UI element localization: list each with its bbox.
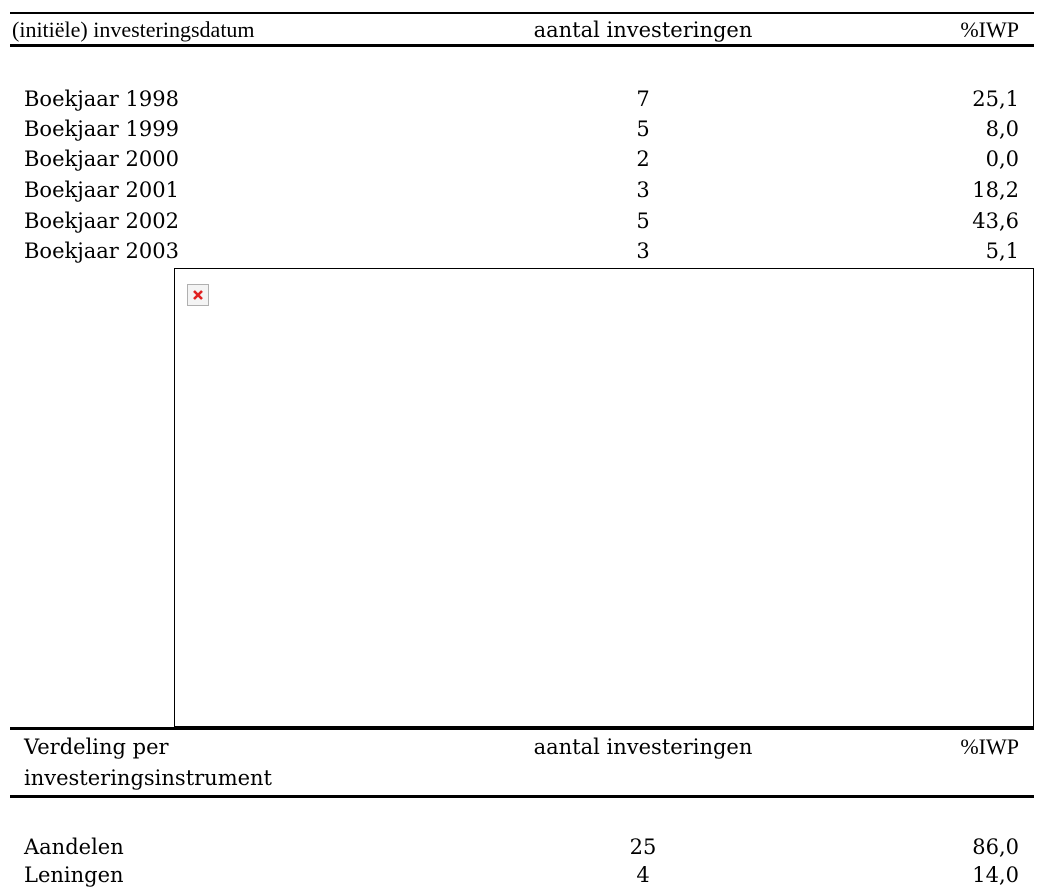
header-iwp-percent: %IWP: [960, 734, 1019, 759]
row-count: 3: [636, 178, 650, 202]
row-count: 7: [636, 87, 650, 111]
row-label: Boekjaar 1998: [24, 87, 179, 111]
row-percent: 25,1: [972, 87, 1019, 111]
table-top-rule: [10, 12, 1034, 14]
table-top-rule: [10, 727, 1034, 730]
header-distribution-line1: Verdeling per: [24, 735, 169, 759]
header-investment-date: (initiële) investeringsdatum: [12, 17, 255, 42]
header-investment-count: aantal investeringen: [533, 735, 753, 759]
row-count: 4: [636, 863, 650, 887]
row-count: 2: [636, 147, 650, 171]
row-label: Boekjaar 2000: [24, 147, 179, 171]
row-percent: 8,0: [985, 117, 1019, 141]
row-percent: 5,1: [985, 239, 1019, 263]
header-investment-count: aantal investeringen: [533, 18, 753, 42]
row-count: 3: [636, 239, 650, 263]
row-percent: 0,0: [985, 147, 1019, 171]
missing-chart-image: [174, 268, 1034, 727]
row-percent: 14,0: [972, 863, 1019, 887]
header-distribution-line2: investeringsinstrument: [24, 766, 273, 790]
row-count: 5: [636, 209, 650, 233]
broken-image-icon: [187, 284, 209, 306]
row-label: Boekjaar 1999: [24, 117, 179, 141]
row-percent: 43,6: [972, 209, 1019, 233]
row-label: Boekjaar 2003: [24, 239, 179, 263]
row-label: Boekjaar 2001: [24, 178, 179, 202]
row-count: 25: [629, 835, 657, 859]
header-iwp-percent: %IWP: [960, 17, 1019, 42]
row-percent: 86,0: [972, 835, 1019, 859]
row-label: Boekjaar 2002: [24, 209, 179, 233]
row-label: Aandelen: [24, 835, 124, 859]
table-header-rule: [10, 44, 1034, 47]
row-label: Leningen: [24, 863, 124, 887]
row-percent: 18,2: [972, 178, 1019, 202]
row-count: 5: [636, 117, 650, 141]
table-header-rule: [10, 795, 1034, 798]
